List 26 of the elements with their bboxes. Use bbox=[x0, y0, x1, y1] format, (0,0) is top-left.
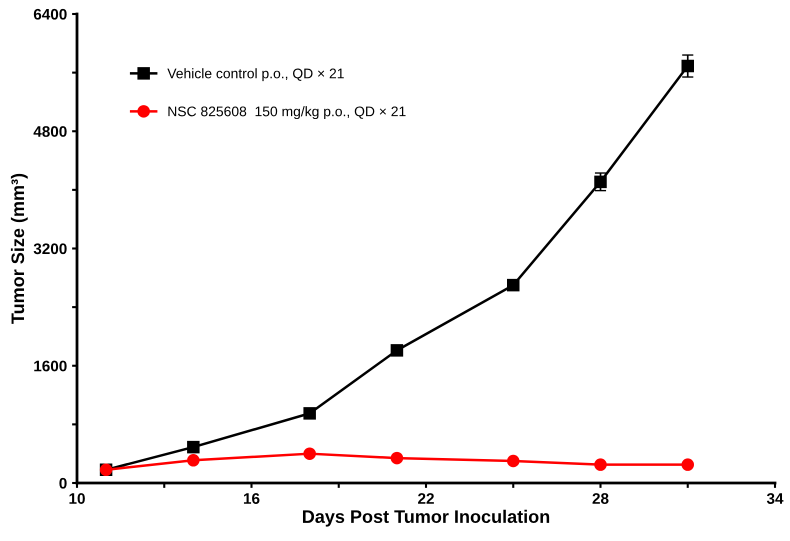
legend-label: NSC 825608 150 mg/kg p.o., QD × 21 bbox=[168, 106, 406, 120]
point bbox=[303, 407, 316, 420]
point bbox=[303, 447, 316, 460]
point bbox=[594, 176, 607, 188]
y-tick-label: 6400 bbox=[34, 8, 67, 20]
x-tick-label: 28 bbox=[592, 493, 609, 504]
y-tick-label: 3200 bbox=[34, 243, 67, 254]
point bbox=[507, 454, 520, 468]
point bbox=[682, 458, 694, 471]
legend-label: Vehicle control p.o., QD × 21 bbox=[167, 68, 344, 82]
point bbox=[390, 452, 404, 464]
point bbox=[682, 60, 694, 72]
x-tick-label: 16 bbox=[244, 493, 260, 504]
y-tick-label: 0 bbox=[59, 478, 67, 489]
x-tick-label: 10 bbox=[69, 493, 85, 504]
x-tick-label: 34 bbox=[766, 493, 784, 504]
y-tick-label: 4800 bbox=[34, 126, 67, 137]
point bbox=[390, 344, 404, 357]
y-axis-title: Tumor Size (mm³) bbox=[10, 174, 28, 324]
point bbox=[187, 454, 200, 467]
x-tick-label: 22 bbox=[418, 493, 434, 504]
point bbox=[187, 440, 200, 454]
y-tick-label: 1600 bbox=[34, 360, 67, 372]
x-axis-title: Days Post Tumor Inoculation bbox=[302, 510, 550, 527]
point bbox=[507, 278, 520, 292]
point bbox=[594, 458, 607, 471]
